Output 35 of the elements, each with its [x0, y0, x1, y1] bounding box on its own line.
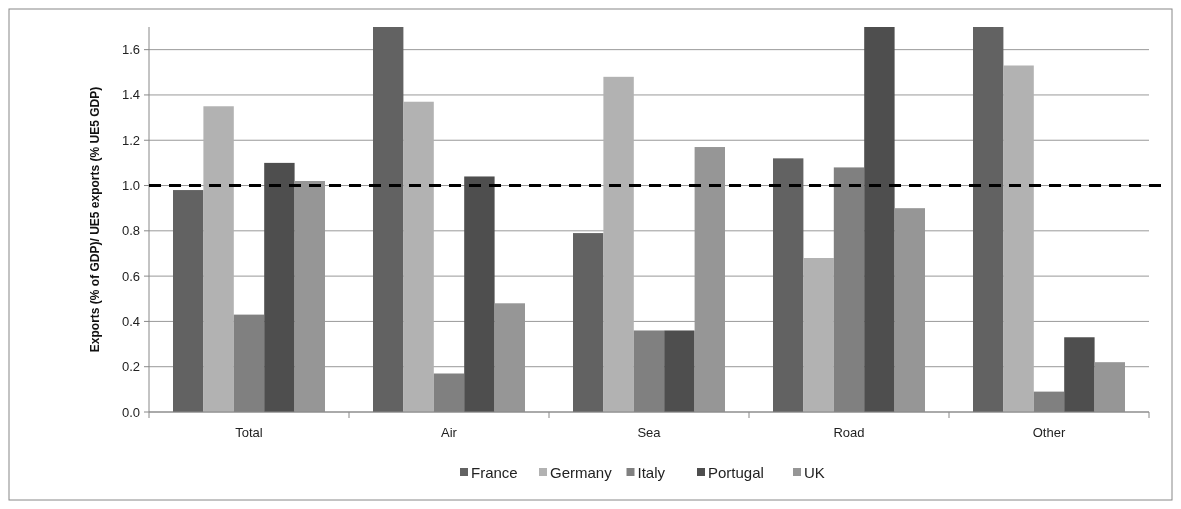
bar	[773, 158, 804, 412]
x-tick-label: Other	[1032, 425, 1066, 440]
y-tick-label: 1.4	[121, 87, 140, 103]
y-tick-label: 0.6	[121, 268, 140, 284]
bar	[664, 330, 695, 412]
legend-label: Italy	[637, 464, 666, 482]
bar	[173, 190, 204, 412]
x-tick-label: Road	[833, 425, 865, 440]
legend-label: UK	[804, 464, 825, 482]
bar	[573, 233, 604, 412]
y-tick-label: 1.6	[121, 42, 140, 58]
legend-label: Portugal	[708, 464, 764, 482]
bar	[803, 258, 834, 412]
y-tick-label: 0.4	[121, 313, 140, 329]
bar	[373, 27, 404, 412]
bar	[973, 27, 1004, 412]
bar	[1064, 337, 1095, 412]
bar	[864, 27, 895, 412]
y-tick-label: 0.2	[121, 359, 140, 375]
y-tick-label: 0.8	[121, 223, 140, 239]
legend-label: Germany	[550, 464, 613, 482]
x-tick-label: Sea	[637, 425, 662, 440]
y-tick-label: 1.0	[121, 178, 140, 194]
bar	[264, 162, 295, 412]
legend-label: France	[471, 464, 518, 482]
bar	[603, 76, 634, 412]
bar	[464, 176, 495, 412]
y-tick-label: 1.2	[121, 132, 140, 148]
x-tick-label: Total	[235, 425, 263, 440]
y-tick-label: 0.0	[121, 404, 140, 420]
bar	[1003, 65, 1034, 412]
y-axis-title: Exports (% of GDP)/ UE5 exports (% UE5 GDP)	[88, 86, 102, 353]
bar	[203, 106, 234, 412]
bar	[403, 101, 434, 412]
x-tick-label: Air	[441, 425, 458, 440]
